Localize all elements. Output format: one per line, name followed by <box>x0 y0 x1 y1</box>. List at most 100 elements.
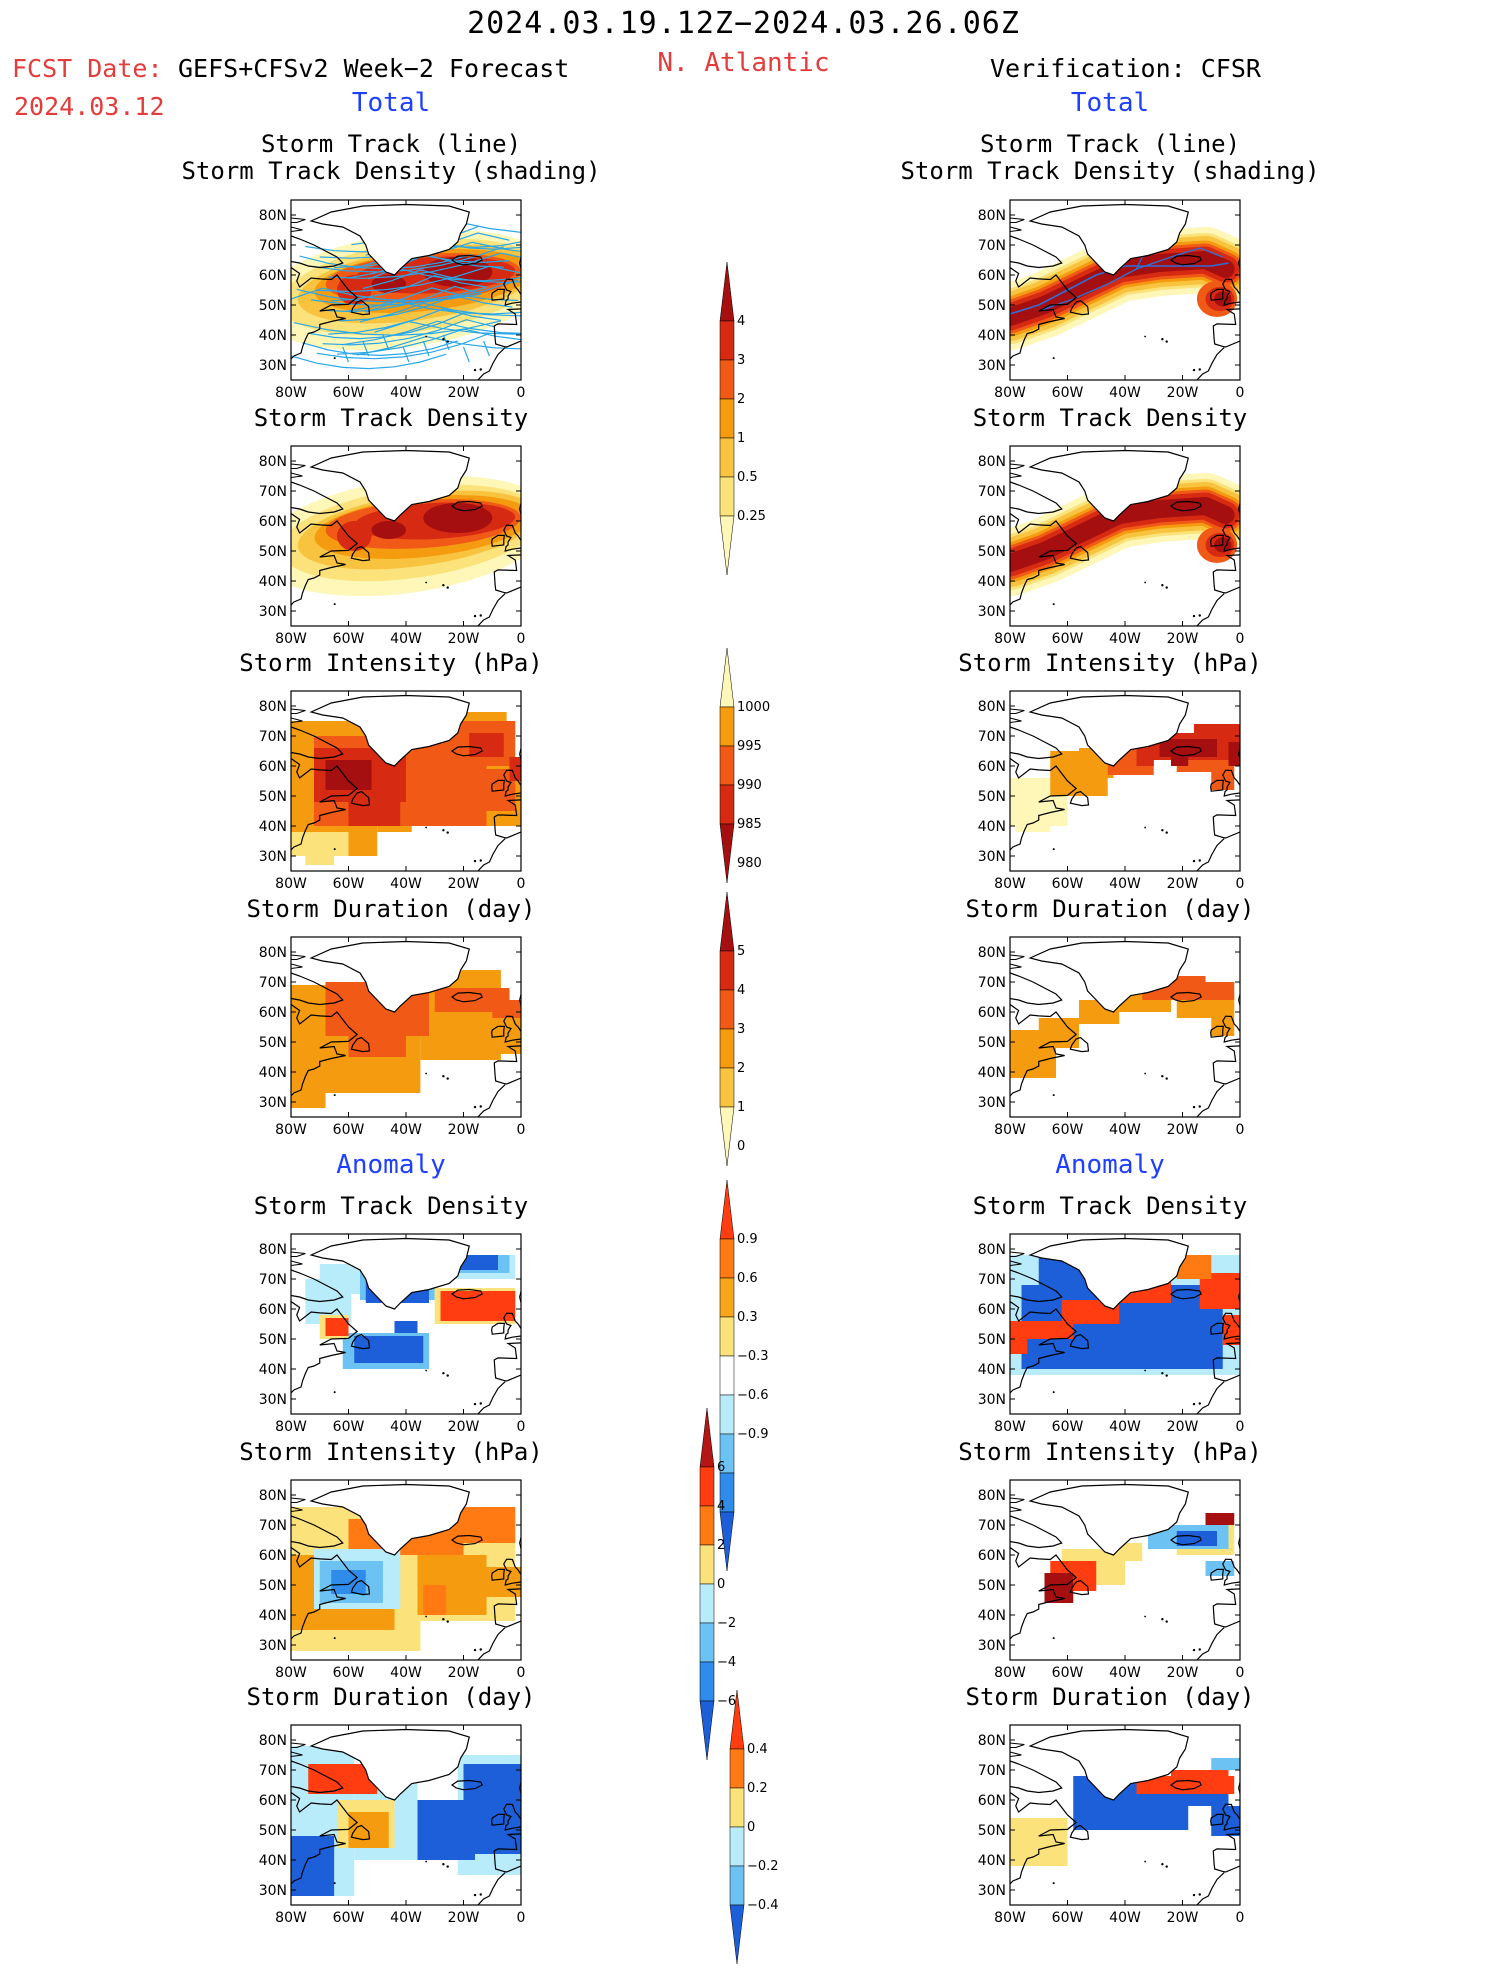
colorbar-tick-label: 0.9 <box>737 1232 758 1247</box>
lat-tick-label: 70N <box>978 484 1006 500</box>
lon-tick-label: 0 <box>517 1419 526 1435</box>
lat-tick-label: 80N <box>978 699 1006 715</box>
lat-tick-label: 70N <box>259 1518 287 1534</box>
lat-tick-label: 60N <box>259 514 287 530</box>
colorbar-tick-label: 0 <box>747 1820 755 1835</box>
lat-tick-label: 30N <box>978 1392 1006 1408</box>
lat-tick-label: 80N <box>978 208 1006 224</box>
lat-tick-label: 70N <box>259 975 287 991</box>
lon-tick-label: 20W <box>1167 631 1199 647</box>
lon-tick-label: 80W <box>994 1122 1026 1138</box>
lat-tick-label: 80N <box>259 208 287 224</box>
lat-tick-label: 50N <box>978 789 1006 805</box>
lon-tick-label: 20W <box>448 876 480 892</box>
lat-tick-label: 30N <box>259 1392 287 1408</box>
lon-tick-label: 60W <box>333 1910 365 1926</box>
lat-tick-label: 40N <box>259 1362 287 1378</box>
lon-tick-label: 0 <box>517 1910 526 1926</box>
lat-tick-label: 30N <box>978 358 1006 374</box>
lat-tick-label: 30N <box>259 604 287 620</box>
lon-tick-label: 40W <box>390 1419 422 1435</box>
lon-tick-label: 80W <box>994 385 1026 401</box>
colorbar-tick-label: −0.9 <box>737 1427 769 1442</box>
colorbar-tick-label: −4 <box>717 1655 736 1670</box>
lat-tick-label: 60N <box>259 1793 287 1809</box>
colorbar-tick-label: 995 <box>737 739 762 754</box>
lat-tick-label: 40N <box>978 1065 1006 1081</box>
colorbar-tick-label: 0.5 <box>737 470 758 485</box>
colorbar-tick-label: 990 <box>737 778 762 793</box>
lat-tick-label: 30N <box>259 1883 287 1899</box>
colorbar-tick-label: 4 <box>717 1499 725 1514</box>
lon-tick-label: 60W <box>1052 1419 1084 1435</box>
colorbar-tick-label: −0.3 <box>737 1349 769 1364</box>
lat-tick-label: 60N <box>259 1302 287 1318</box>
lat-tick-label: 60N <box>978 1548 1006 1564</box>
lat-tick-label: 50N <box>978 298 1006 314</box>
colorbar-tick-label: 980 <box>737 856 762 871</box>
map-panel-intensity-anomaly-forecast: 80N 70N 60N 50N 40N 30N 80W 60W 40W 20W 0 <box>246 1475 536 1689</box>
panel-title-track-line-right: Storm Track (line) <box>979 130 1241 158</box>
lon-tick-label: 80W <box>994 631 1026 647</box>
lat-tick-label: 50N <box>259 544 287 560</box>
colorbar-tick-label: −6 <box>717 1694 736 1709</box>
lon-tick-label: 20W <box>1167 1419 1199 1435</box>
lat-tick-label: 80N <box>259 1488 287 1504</box>
lat-tick-label: 70N <box>978 1763 1006 1779</box>
lon-tick-label: 60W <box>333 876 365 892</box>
lon-tick-label: 40W <box>1109 1122 1141 1138</box>
map-panel-intensity-verification: 80N 70N 60N 50N 40N 30N 80W 60W 40W 20W 0 <box>965 686 1255 900</box>
lon-tick-label: 40W <box>390 385 422 401</box>
lat-tick-label: 60N <box>978 1302 1006 1318</box>
colorbar-tick-label: −2 <box>717 1616 736 1631</box>
lon-tick-label: 60W <box>1052 385 1084 401</box>
lon-tick-label: 40W <box>390 876 422 892</box>
panel-title-duration-right: Storm Duration (day) <box>965 895 1255 923</box>
panel-title-intensity-right: Storm Intensity (hPa) <box>958 649 1262 677</box>
lat-tick-label: 60N <box>259 759 287 775</box>
panel-title-track-shading-left: Storm Track Density (shading) <box>181 157 601 185</box>
lat-tick-label: 40N <box>978 1608 1006 1624</box>
panel-title-density-right: Storm Track Density <box>972 404 1248 432</box>
lon-tick-label: 40W <box>390 631 422 647</box>
lat-tick-label: 70N <box>978 729 1006 745</box>
panel-title-track-line-left: Storm Track (line) <box>260 130 522 158</box>
lat-tick-label: 50N <box>259 789 287 805</box>
lon-tick-label: 80W <box>275 1122 307 1138</box>
lat-tick-label: 60N <box>259 1005 287 1021</box>
lat-tick-label: 30N <box>978 849 1006 865</box>
lat-tick-label: 50N <box>259 298 287 314</box>
lat-tick-label: 60N <box>978 268 1006 284</box>
colorbar-tick-label: 4 <box>737 983 745 998</box>
lon-tick-label: 20W <box>1167 1665 1199 1681</box>
colorbar-tick-label: 0 <box>717 1577 725 1592</box>
lon-tick-label: 60W <box>333 1122 365 1138</box>
panel-title-density-left: Storm Track Density <box>253 404 529 432</box>
lat-tick-label: 50N <box>978 544 1006 560</box>
colorbar-duration: 5 4 3 2 1 0 <box>715 891 785 1170</box>
colorbar-tick-label: 3 <box>737 353 745 368</box>
lat-tick-label: 70N <box>978 1272 1006 1288</box>
lon-tick-label: 40W <box>1109 385 1141 401</box>
anomaly-heading-left: Anomaly <box>336 1150 446 1180</box>
colorbar-tick-label: −0.2 <box>747 1859 779 1874</box>
lat-tick-label: 40N <box>978 574 1006 590</box>
lat-tick-label: 80N <box>978 945 1006 961</box>
region-label: N. Atlantic <box>657 48 830 78</box>
lon-tick-label: 60W <box>1052 1122 1084 1138</box>
lat-tick-label: 40N <box>259 574 287 590</box>
map-panel-duration-forecast: 80N 70N 60N 50N 40N 30N 80W 60W 40W 20W 0 <box>246 932 536 1146</box>
colorbar-intensity-anomaly: 6 4 2 0 −2 −4 −6 <box>695 1407 765 1764</box>
lat-tick-label: 40N <box>259 1608 287 1624</box>
colorbar-tick-label: 4 <box>737 314 745 329</box>
lon-tick-label: 80W <box>275 1665 307 1681</box>
colorbar-tick-label: 0.6 <box>737 1271 758 1286</box>
colorbar-density: 4 3 2 1 0.5 0.25 <box>715 261 785 579</box>
lon-tick-label: 0 <box>1236 631 1245 647</box>
main-title: 2024.03.19.12Z−2024.03.26.06Z <box>467 6 1020 41</box>
colorbar-tick-label: 1 <box>737 431 745 446</box>
lon-tick-label: 40W <box>1109 631 1141 647</box>
colorbar-tick-label: 0 <box>737 1139 745 1154</box>
colorbar-tick-label: 6 <box>717 1460 725 1475</box>
lat-tick-label: 70N <box>259 1272 287 1288</box>
